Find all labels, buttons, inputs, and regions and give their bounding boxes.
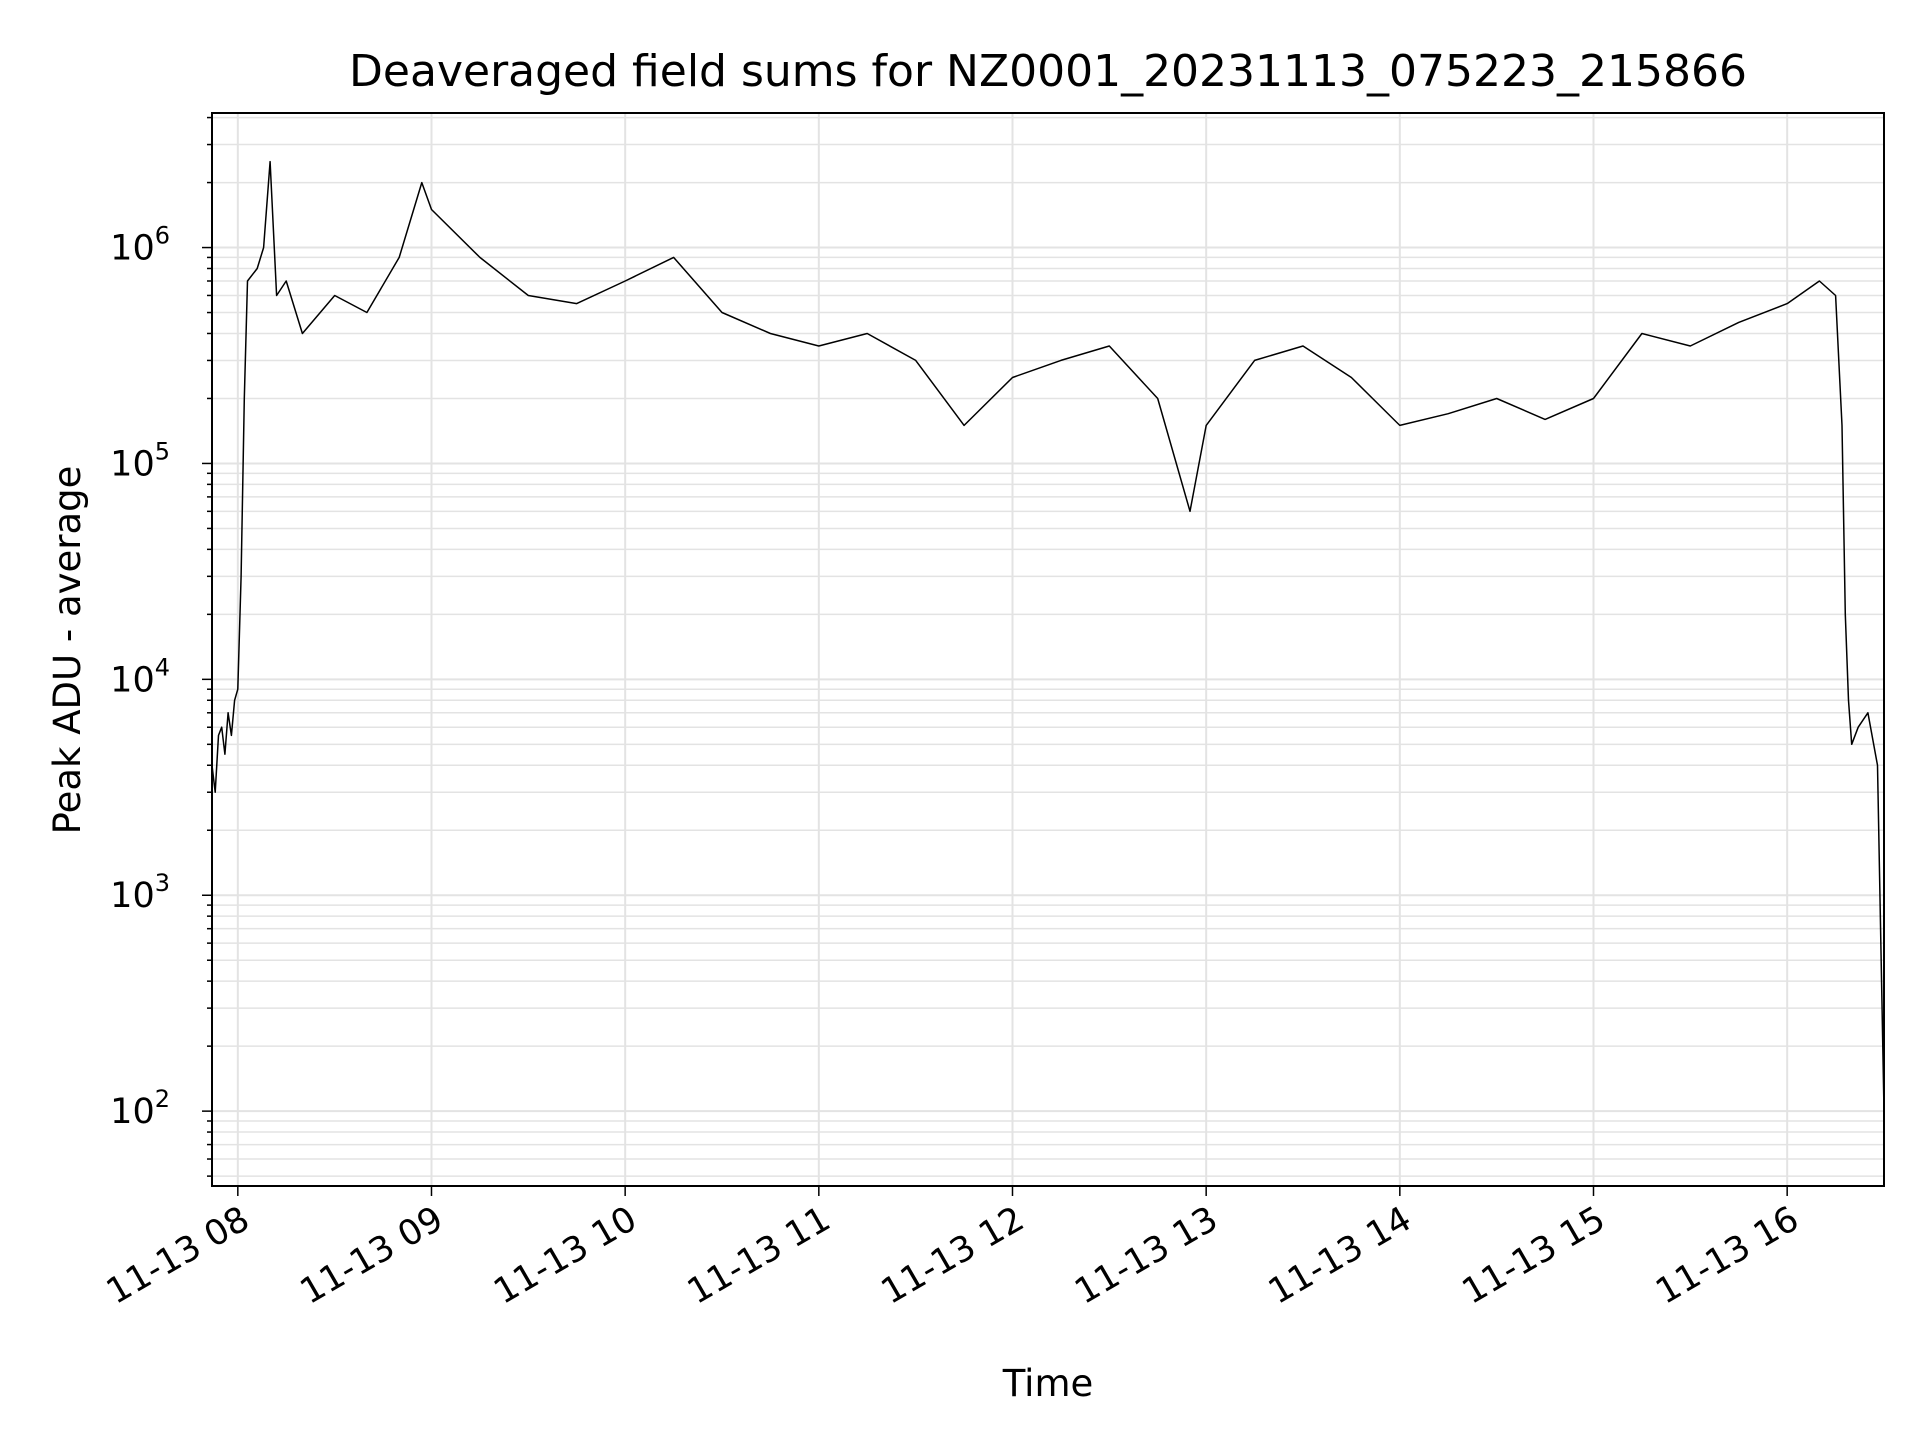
y-tick-label: 104 [110, 653, 170, 700]
y-tick-label: 106 [110, 222, 170, 269]
y-tick-label: 105 [110, 437, 170, 484]
x-axis-label: Time [1002, 1362, 1094, 1405]
y-tick-label: 102 [110, 1085, 170, 1132]
series-line [211, 160, 1885, 1112]
y-tick-label: 103 [110, 869, 170, 916]
y-axis-label: Peak ADU - average [46, 466, 89, 835]
chart-title: Deaveraged field sums for NZ0001_2023111… [349, 46, 1747, 97]
plot-frame [211, 112, 1885, 1187]
